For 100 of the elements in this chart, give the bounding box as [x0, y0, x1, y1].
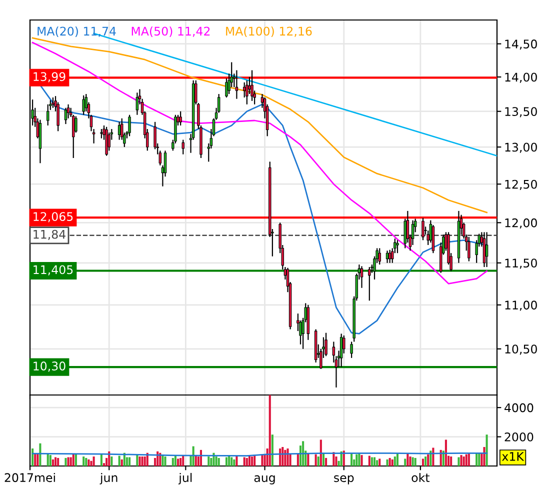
candlestick — [128, 114, 131, 137]
candlestick — [360, 266, 364, 288]
bar — [409, 456, 412, 466]
bar — [284, 450, 286, 466]
bar — [54, 457, 57, 466]
bar — [394, 456, 396, 466]
candlestick — [235, 70, 238, 100]
bar — [52, 459, 54, 466]
bar — [100, 454, 102, 466]
bar — [279, 448, 282, 466]
y-tick-label: 12,50 — [505, 180, 537, 190]
bar — [478, 452, 480, 466]
bar — [460, 455, 462, 466]
x-tick-label: 2017mei — [4, 472, 55, 482]
y-tick-label: 12,00 — [505, 218, 537, 229]
candlestick — [340, 333, 343, 368]
bar — [182, 455, 184, 466]
bar — [432, 448, 434, 466]
candlestick — [82, 94, 85, 116]
candlestick — [246, 80, 248, 105]
x-tick-label: aug — [254, 475, 275, 484]
bar — [225, 457, 228, 466]
bar — [39, 443, 42, 466]
bar — [70, 457, 72, 466]
bar — [458, 457, 460, 466]
line-series — [32, 37, 488, 214]
y-tick-label: 11,00 — [505, 300, 537, 311]
text: MA(50) 11,42 — [132, 26, 210, 38]
candlestick — [74, 116, 78, 134]
candlestick — [179, 110, 182, 126]
y-tick-label: 13,50 — [505, 107, 537, 118]
candlestick — [368, 266, 371, 302]
y-tick-label: 13,00 — [505, 142, 537, 153]
bar — [162, 455, 164, 466]
bar — [128, 457, 131, 466]
bar — [422, 458, 424, 466]
bar — [370, 457, 373, 466]
bar — [444, 440, 447, 466]
bar — [350, 454, 353, 466]
candlestick — [468, 236, 470, 262]
bar — [248, 456, 250, 466]
candlestick — [396, 240, 399, 254]
candlestick — [225, 78, 228, 98]
bar — [90, 460, 92, 466]
bar — [74, 454, 77, 466]
candlestick — [64, 107, 68, 125]
bar — [412, 457, 414, 466]
bar — [120, 459, 123, 466]
bar — [49, 455, 52, 466]
bar — [218, 458, 220, 466]
bar — [378, 458, 381, 466]
candlestick — [182, 139, 184, 155]
bar — [208, 456, 210, 466]
bar — [32, 448, 34, 466]
bar — [442, 450, 444, 466]
bar — [391, 459, 394, 466]
bar — [172, 458, 174, 466]
bar — [424, 456, 427, 466]
candlestick — [118, 121, 121, 140]
candlestick — [378, 248, 381, 266]
bar — [82, 456, 85, 466]
candlestick — [350, 341, 353, 358]
bar — [406, 454, 409, 466]
bar — [64, 458, 67, 466]
x-tick-label: okt — [412, 472, 430, 482]
bar — [360, 455, 363, 466]
candlestick — [388, 249, 392, 264]
bar — [325, 458, 328, 466]
candlestick — [422, 217, 424, 241]
bar — [110, 456, 113, 466]
bar — [215, 456, 218, 466]
bar — [174, 456, 176, 466]
bar — [465, 454, 468, 466]
y-tick-label: 4000 — [504, 403, 534, 412]
bar — [230, 457, 233, 466]
text: x1K — [502, 452, 524, 461]
bar — [356, 454, 358, 466]
text: MA(100) 12,16 — [226, 26, 312, 38]
bar — [368, 456, 370, 466]
bar — [92, 456, 95, 466]
bar — [373, 457, 376, 466]
bar — [302, 441, 304, 466]
bar — [320, 440, 322, 466]
x-tick-label: sep — [334, 475, 354, 484]
bar — [342, 450, 345, 466]
bar — [427, 454, 430, 466]
bar — [250, 456, 254, 466]
bar — [246, 458, 248, 466]
candlestick — [250, 70, 254, 102]
ref-line-label: 12,065 — [34, 212, 73, 222]
bar — [233, 459, 236, 466]
bar — [88, 459, 90, 466]
bar — [414, 458, 416, 466]
bar — [450, 456, 452, 466]
bar — [376, 460, 378, 466]
bar — [243, 457, 246, 466]
ref-line-label: 11,405 — [34, 265, 73, 276]
candlestick — [136, 92, 139, 116]
bar — [282, 447, 284, 466]
line-series — [32, 42, 488, 284]
